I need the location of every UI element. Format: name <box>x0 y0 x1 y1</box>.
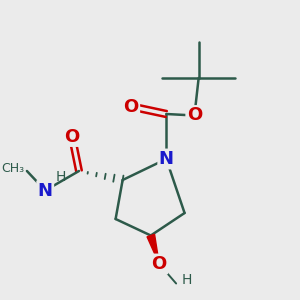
Polygon shape <box>147 234 159 264</box>
Text: N: N <box>159 150 174 168</box>
Text: H: H <box>56 170 66 184</box>
Text: O: O <box>124 98 139 116</box>
Text: O: O <box>64 128 80 146</box>
Text: CH₃: CH₃ <box>1 161 24 175</box>
Text: O: O <box>187 106 202 124</box>
Text: O: O <box>152 255 167 273</box>
Text: H: H <box>182 274 192 287</box>
Text: N: N <box>38 182 53 200</box>
